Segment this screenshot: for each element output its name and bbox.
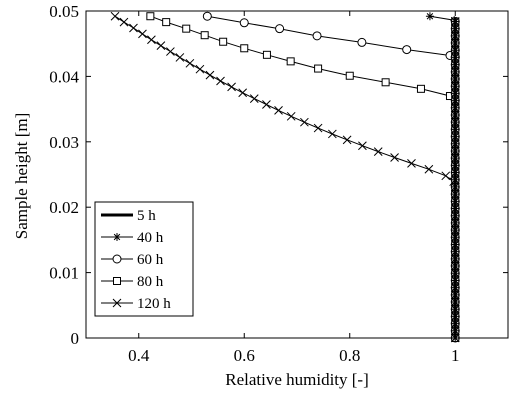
x-axis-title: Relative humidity [-]: [225, 370, 369, 389]
data-point-60h: [357, 37, 367, 47]
axes-box: [85, 10, 509, 339]
data-point-120h: [262, 100, 271, 109]
data-point-60h: [275, 24, 285, 34]
data-point-120h: [185, 58, 195, 68]
legend-label-80h: 80 h: [137, 274, 164, 290]
data-point-120h: [129, 23, 138, 33]
data-point-120h: [156, 41, 166, 51]
legend-marker-60h: [112, 254, 122, 264]
data-point-80h: [146, 12, 155, 21]
data-point-60h: [239, 18, 249, 28]
legend-label-5h: 5 h: [137, 208, 156, 224]
data-point-80h: [381, 78, 390, 87]
data-point-120h: [205, 70, 215, 80]
x-tick-label: 0.8: [339, 346, 360, 365]
series-line-120h: [114, 15, 456, 188]
data-point-120h: [249, 94, 259, 103]
data-point-80h: [162, 18, 171, 27]
x-tick-label: 1: [451, 346, 460, 365]
data-point-120h: [441, 171, 451, 181]
legend-label-60h: 60 h: [137, 252, 164, 268]
series-line-80h: [150, 15, 456, 103]
data-point-120h: [238, 88, 248, 98]
legend-marker-80h: [113, 277, 121, 285]
data-point-60h: [402, 45, 412, 55]
data-point-120h: [216, 76, 225, 86]
data-point-120h: [175, 53, 185, 62]
legend-label-120h: 120 h: [137, 296, 171, 312]
data-point-120h: [195, 64, 205, 74]
y-tick-label: 0.02: [49, 198, 79, 217]
data-point-120h: [110, 11, 120, 21]
data-point-80h: [182, 24, 191, 33]
x-tick-label: 0.4: [128, 346, 150, 365]
data-point-80h: [314, 64, 323, 73]
legend-marker-40h: [113, 233, 121, 241]
data-point-80h: [286, 57, 295, 66]
data-point-120h: [227, 82, 236, 92]
data-point-120h: [373, 147, 383, 156]
data-point-80h: [262, 50, 271, 59]
data-point-40h: [425, 12, 434, 21]
data-point-80h: [240, 44, 249, 53]
data-point-120h: [313, 123, 323, 133]
y-tick-label: 0: [71, 329, 80, 348]
plot-layer: 0.4 0.6 0.8 1 0 0.01 0.02 0.03 0.04 0.05 5 h 40 h 60…: [49, 2, 509, 365]
data-point-120h: [358, 141, 367, 151]
data-point-80h: [416, 84, 425, 93]
data-point-120h: [424, 164, 434, 174]
data-point-60h: [202, 11, 212, 21]
series-line-60h: [207, 15, 456, 58]
data-point-60h: [312, 31, 322, 41]
data-point-120h: [327, 129, 337, 139]
y-tick-label: 0.05: [49, 2, 79, 21]
data-point-120h: [390, 153, 399, 162]
data-point-80h: [200, 31, 209, 40]
y-axis-title: Sample height [m]: [12, 113, 31, 240]
legend-marker-120h: [112, 298, 122, 308]
data-point-120h: [119, 17, 129, 27]
x-tick-label: 0.6: [234, 346, 255, 365]
y-tick-label: 0.04: [49, 67, 79, 86]
data-point-120h: [286, 111, 296, 121]
data-point-120h: [342, 135, 352, 145]
data-point-80h: [219, 37, 228, 46]
data-point-120h: [166, 47, 175, 56]
data-point-120h: [147, 35, 156, 45]
legend-label-40h: 40 h: [137, 230, 164, 246]
data-point-80h: [345, 71, 354, 80]
data-point-120h: [274, 106, 283, 115]
data-point-120h: [300, 117, 309, 127]
data-point-120h: [138, 29, 147, 39]
y-tick-label: 0.03: [49, 133, 79, 152]
y-tick-label: 0.01: [49, 264, 79, 283]
data-point-120h: [407, 159, 416, 168]
